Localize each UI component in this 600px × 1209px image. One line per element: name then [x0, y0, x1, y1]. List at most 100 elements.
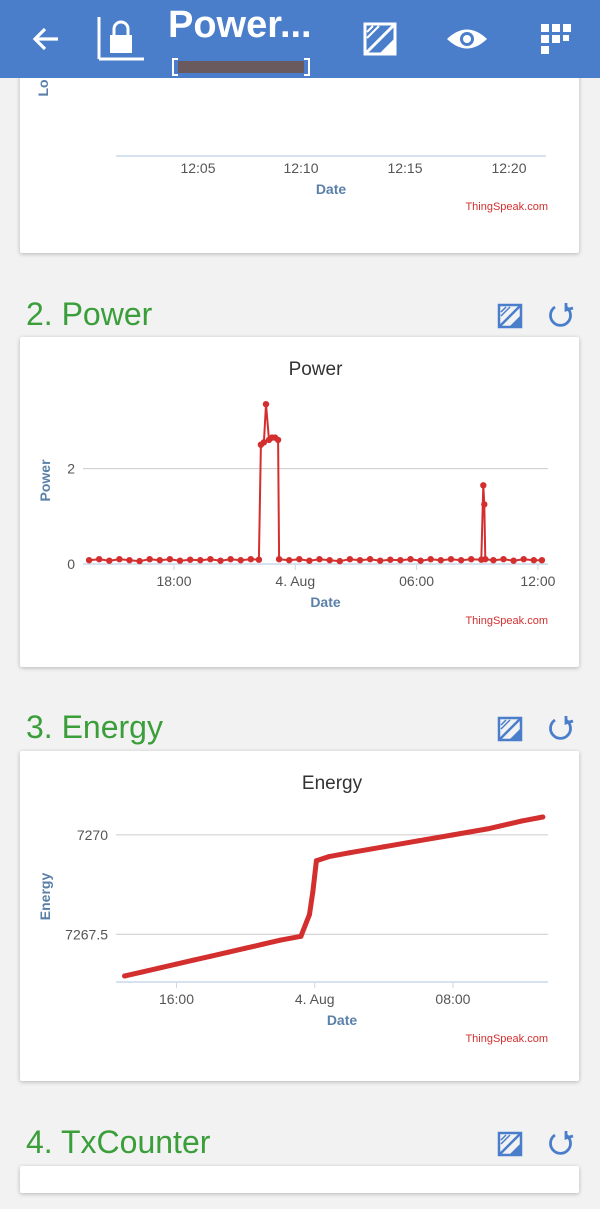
series-line[interactable] — [88, 403, 543, 563]
y-tick-label: 7270 — [77, 827, 108, 843]
data-point[interactable] — [136, 557, 143, 565]
chart-title: Energy — [302, 773, 363, 794]
data-point[interactable] — [356, 557, 364, 564]
x-tick-label: 4. Aug — [275, 573, 315, 589]
data-point[interactable] — [485, 826, 490, 832]
data-point[interactable] — [540, 814, 546, 820]
data-point[interactable] — [207, 556, 214, 563]
data-point[interactable] — [176, 557, 184, 564]
thingspeak-credit[interactable]: ThingSpeak.com — [465, 615, 548, 627]
data-point[interactable] — [346, 850, 352, 856]
edit-chart-icon[interactable] — [362, 0, 398, 78]
energy-chart[interactable]: Energy 7267.5 7270 16:00 4. Aug 08:00 Date Ener… — [20, 751, 579, 1081]
data-point[interactable] — [156, 557, 163, 564]
data-point[interactable] — [387, 556, 394, 563]
data-point[interactable] — [139, 969, 145, 975]
data-point[interactable] — [437, 557, 444, 564]
data-point[interactable] — [450, 832, 456, 838]
data-point[interactable] — [187, 556, 194, 563]
y-axis-title: Power — [37, 459, 53, 502]
data-point[interactable] — [307, 911, 312, 917]
data-point[interactable] — [468, 556, 475, 563]
data-point[interactable] — [310, 888, 316, 893]
data-point[interactable] — [260, 439, 268, 446]
data-point[interactable] — [227, 556, 234, 563]
data-point[interactable] — [381, 844, 387, 850]
series-line[interactable] — [122, 814, 546, 979]
data-point[interactable] — [397, 557, 404, 564]
data-point[interactable] — [225, 949, 231, 955]
qr-grid-icon[interactable] — [538, 0, 574, 78]
data-point[interactable] — [247, 556, 254, 563]
data-point[interactable] — [520, 556, 527, 563]
data-point[interactable] — [255, 556, 263, 563]
data-point[interactable] — [500, 556, 507, 563]
edit-chart-icon[interactable] — [495, 301, 525, 331]
data-point[interactable] — [490, 557, 497, 564]
chart1-credit[interactable]: ThingSpeak.com — [465, 201, 548, 213]
power-chart[interactable]: Power 0 2 18:00 4. Aug 06:00 12:00 Date Power Thi… — [20, 337, 579, 667]
data-point[interactable] — [482, 556, 489, 563]
refresh-icon[interactable] — [545, 301, 575, 331]
data-point[interactable] — [286, 557, 293, 564]
data-point[interactable] — [126, 557, 133, 564]
x-tick-label: 16:00 — [159, 991, 194, 1007]
y-tick-label: 7267.5 — [65, 926, 108, 942]
data-point[interactable] — [243, 945, 249, 951]
data-point[interactable] — [122, 973, 128, 979]
data-point[interactable] — [298, 933, 304, 939]
data-point[interactable] — [427, 556, 434, 563]
data-point[interactable] — [146, 556, 153, 563]
edit-chart-icon[interactable] — [495, 1129, 525, 1159]
data-point[interactable] — [191, 957, 197, 963]
data-point[interactable] — [538, 557, 546, 564]
data-point[interactable] — [116, 556, 123, 563]
data-point[interactable] — [296, 556, 303, 563]
data-point[interactable] — [510, 557, 517, 564]
data-point[interactable] — [96, 556, 103, 563]
data-point[interactable] — [447, 556, 455, 563]
data-point[interactable] — [530, 557, 537, 564]
data-point[interactable] — [260, 941, 266, 947]
data-point[interactable] — [277, 937, 283, 943]
chart-title: Power — [289, 359, 344, 380]
data-point[interactable] — [275, 556, 283, 563]
data-point[interactable] — [417, 557, 424, 564]
data-point[interactable] — [237, 557, 244, 564]
data-point[interactable] — [274, 436, 282, 444]
data-point[interactable] — [336, 557, 343, 565]
edit-chart-icon[interactable] — [495, 714, 525, 744]
back-arrow-icon[interactable] — [28, 0, 64, 78]
data-point[interactable] — [480, 482, 487, 489]
data-point[interactable] — [316, 556, 323, 563]
data-point[interactable] — [457, 557, 465, 564]
data-point[interactable] — [197, 557, 204, 564]
chart1-x-tick: 12:15 — [387, 160, 422, 176]
data-point[interactable] — [481, 501, 488, 508]
data-point[interactable] — [106, 557, 113, 564]
data-point[interactable] — [326, 557, 333, 564]
data-point[interactable] — [156, 965, 162, 971]
y-axis-title: Energy — [37, 873, 53, 921]
data-point[interactable] — [366, 556, 374, 563]
data-point[interactable] — [166, 556, 174, 563]
thingspeak-credit[interactable]: ThingSpeak.com — [465, 1033, 548, 1045]
data-point[interactable] — [306, 557, 313, 564]
data-point[interactable] — [313, 858, 319, 864]
data-point[interactable] — [85, 557, 93, 564]
eye-icon[interactable] — [444, 0, 490, 78]
data-point[interactable] — [217, 557, 224, 564]
data-point[interactable] — [208, 953, 214, 959]
data-point[interactable] — [407, 556, 414, 563]
refresh-icon[interactable] — [545, 1129, 575, 1159]
data-point[interactable] — [519, 818, 525, 824]
data-point[interactable] — [415, 838, 421, 844]
data-point[interactable] — [377, 557, 384, 564]
refresh-icon[interactable] — [545, 714, 575, 744]
data-point[interactable] — [326, 854, 331, 860]
data-point[interactable] — [174, 961, 179, 967]
data-point[interactable] — [262, 401, 270, 408]
x-axis-title: Date — [310, 594, 341, 610]
lock-icon — [96, 0, 146, 78]
data-point[interactable] — [346, 556, 354, 563]
